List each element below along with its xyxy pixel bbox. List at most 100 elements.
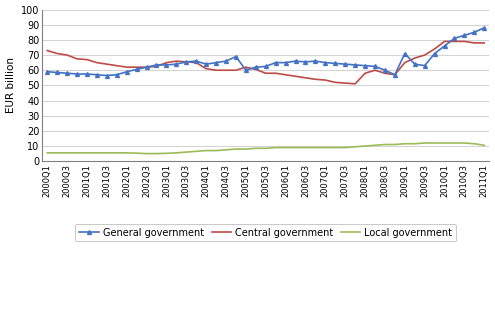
General government bbox=[352, 63, 358, 67]
Local government bbox=[233, 147, 239, 151]
General government bbox=[104, 73, 110, 77]
Central government bbox=[44, 49, 50, 52]
Local government bbox=[54, 151, 60, 155]
Central government bbox=[54, 51, 60, 55]
Central government bbox=[372, 68, 378, 72]
Local government bbox=[64, 151, 70, 155]
Local government bbox=[293, 146, 298, 150]
Central government bbox=[293, 74, 298, 78]
Local government bbox=[213, 149, 219, 153]
General government bbox=[54, 71, 60, 74]
General government bbox=[422, 64, 428, 68]
General government bbox=[114, 73, 120, 77]
Local government bbox=[481, 143, 487, 147]
Local government bbox=[163, 151, 169, 155]
Local government bbox=[203, 149, 209, 153]
General government bbox=[124, 70, 130, 74]
General government bbox=[481, 26, 487, 30]
Local government bbox=[183, 150, 189, 154]
General government bbox=[273, 61, 279, 65]
Central government bbox=[134, 65, 140, 69]
Central government bbox=[153, 64, 159, 68]
Central government bbox=[203, 67, 209, 71]
Central government bbox=[432, 47, 438, 51]
Local government bbox=[372, 143, 378, 147]
Central government bbox=[114, 64, 120, 68]
General government bbox=[312, 59, 318, 63]
Central government bbox=[471, 41, 477, 45]
Central government bbox=[273, 71, 279, 75]
General government bbox=[293, 59, 298, 63]
General government bbox=[203, 62, 209, 66]
Local government bbox=[342, 146, 348, 150]
Central government bbox=[263, 71, 269, 75]
Central government bbox=[84, 58, 90, 62]
General government bbox=[362, 64, 368, 68]
Local government bbox=[392, 143, 398, 147]
General government bbox=[432, 51, 438, 55]
Central government bbox=[253, 68, 259, 72]
Local government bbox=[402, 142, 408, 146]
Central government bbox=[451, 39, 457, 43]
General government bbox=[283, 61, 289, 65]
Local government bbox=[74, 151, 80, 155]
Local government bbox=[243, 147, 249, 151]
General government bbox=[332, 61, 338, 65]
Local government bbox=[263, 146, 269, 150]
General government bbox=[134, 68, 140, 72]
Central government bbox=[233, 68, 239, 72]
Local government bbox=[442, 141, 447, 145]
Y-axis label: EUR billion: EUR billion bbox=[5, 57, 15, 113]
Central government bbox=[352, 82, 358, 86]
Local government bbox=[382, 143, 388, 147]
General government bbox=[471, 30, 477, 34]
General government bbox=[223, 59, 229, 63]
General government bbox=[233, 54, 239, 58]
Central government bbox=[74, 57, 80, 61]
General government bbox=[84, 72, 90, 76]
Local government bbox=[451, 141, 457, 145]
Legend: General government, Central government, Local government: General government, Central government, … bbox=[75, 224, 456, 241]
Central government bbox=[183, 60, 189, 64]
Central government bbox=[382, 71, 388, 75]
Local government bbox=[84, 151, 90, 155]
General government bbox=[44, 70, 50, 74]
Central government bbox=[223, 68, 229, 72]
Central government bbox=[124, 65, 130, 69]
Local government bbox=[432, 141, 438, 145]
General government bbox=[402, 51, 408, 55]
Local government bbox=[332, 146, 338, 150]
Central government bbox=[422, 53, 428, 57]
Local government bbox=[94, 151, 100, 155]
Local government bbox=[153, 152, 159, 155]
General government bbox=[173, 62, 179, 66]
General government bbox=[392, 73, 398, 77]
General government bbox=[253, 65, 259, 69]
General government bbox=[342, 62, 348, 66]
General government bbox=[213, 61, 219, 65]
Central government bbox=[94, 61, 100, 65]
General government bbox=[322, 61, 328, 65]
Local government bbox=[322, 146, 328, 150]
General government bbox=[243, 68, 249, 72]
Line: Central government: Central government bbox=[47, 41, 484, 84]
Local government bbox=[173, 151, 179, 155]
General government bbox=[442, 44, 447, 48]
General government bbox=[372, 64, 378, 68]
Central government bbox=[312, 77, 318, 81]
Central government bbox=[442, 39, 447, 43]
Local government bbox=[302, 146, 308, 150]
Central government bbox=[412, 56, 418, 60]
Central government bbox=[163, 61, 169, 65]
General government bbox=[302, 60, 308, 64]
General government bbox=[382, 68, 388, 72]
General government bbox=[64, 71, 70, 75]
Local government bbox=[471, 142, 477, 146]
Local government bbox=[422, 141, 428, 145]
General government bbox=[144, 65, 149, 69]
Local government bbox=[253, 146, 259, 150]
General government bbox=[461, 33, 467, 37]
Line: Local government: Local government bbox=[47, 143, 484, 154]
Central government bbox=[104, 62, 110, 66]
Local government bbox=[144, 152, 149, 155]
